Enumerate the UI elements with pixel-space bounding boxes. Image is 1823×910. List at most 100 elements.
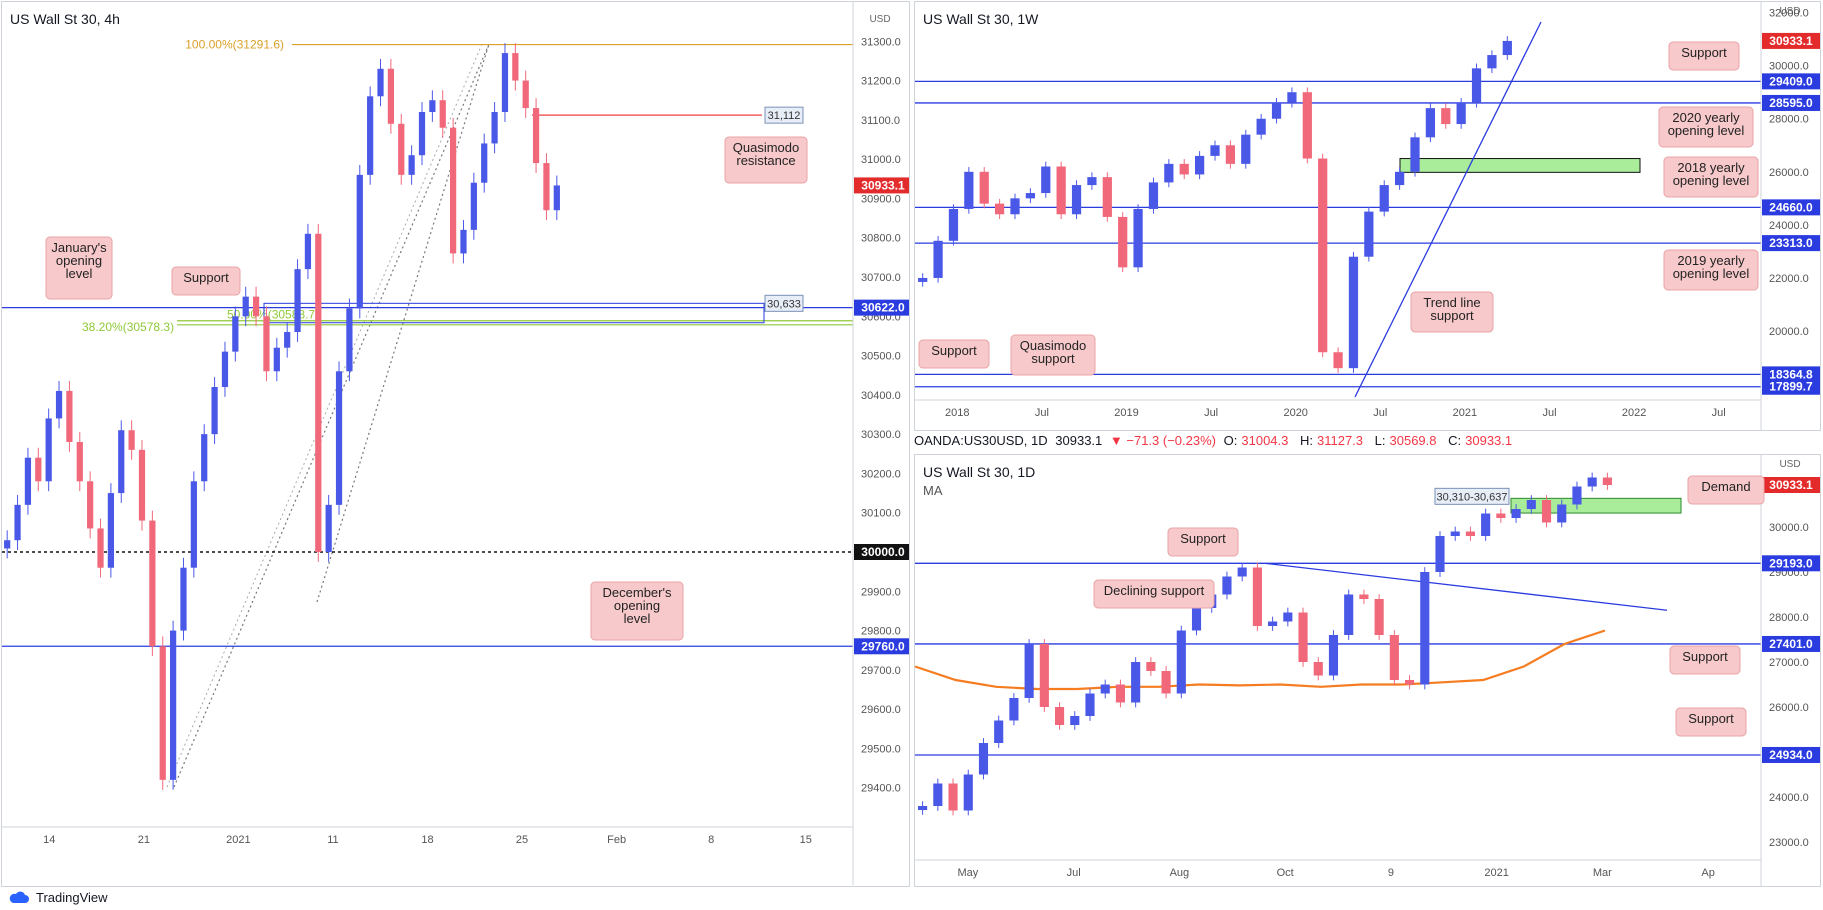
w1-candle-body: [964, 171, 974, 209]
d1-declining-support-line: [1264, 562, 1668, 611]
h4-support-box-rect: [263, 302, 765, 324]
w1-candle-body: [1041, 166, 1051, 194]
d1-price-label-1-tag: [1762, 555, 1820, 572]
w1-candle-body: [979, 171, 989, 204]
chart-title-daily: US Wall St 30, 1D: [923, 464, 1036, 480]
w1-callout-quasimodo-box: [1010, 334, 1096, 376]
h4-x-tick-label: 25: [516, 834, 528, 846]
w1-candle-body: [1302, 92, 1312, 159]
h4-candle-body: [201, 434, 208, 482]
h4-y-tick-label: 31000.0: [861, 154, 901, 166]
w1-candle-body: [933, 240, 943, 278]
w1-callout-2018-box: [1663, 156, 1759, 198]
chart-panel-4h[interactable]: USD 100.00%(31291.6) 50.00%(30588.7) 38.20%…: [1, 1, 910, 887]
chart-daily-svg[interactable]: USD30,310-30,63723000.024000.025000.0260…: [915, 455, 1820, 886]
d1-candle-body: [1115, 684, 1125, 703]
h4-callout-january-text: January's: [51, 240, 107, 255]
h4-candle-body: [481, 143, 488, 183]
d1-demand-zone-tag-text: 30,310-30,637: [1437, 491, 1508, 503]
h4-candle-body: [522, 80, 529, 109]
high-label: H:: [1300, 433, 1313, 448]
w1-candle-body: [1179, 163, 1189, 175]
h4-fib-100-label: 100.00%(31291.6): [185, 38, 284, 52]
w1-callout-trendline-text: Trend line: [1423, 295, 1480, 310]
d1-candle-body: [1313, 662, 1323, 676]
open-label: O:: [1223, 433, 1238, 448]
chart-4h-svg[interactable]: USD 100.00%(31291.6) 50.00%(30588.7) 38.20%…: [2, 2, 909, 886]
w1-callout-quasimodo-text: support: [1031, 351, 1075, 366]
h4-x-tick-label: 21: [138, 834, 150, 846]
d1-candle-body: [1191, 608, 1202, 631]
h4-support-box-tag: [764, 294, 804, 312]
w1-price-label-1-value: 29409.0: [1769, 74, 1813, 88]
tradingview-footer[interactable]: TradingView: [8, 890, 108, 905]
d1-candle-body: [1252, 567, 1262, 626]
h4-y-tick-label: 30800.0: [861, 233, 901, 245]
h4-quasimodo-resistance-tag-text: 31,112: [768, 110, 801, 122]
d1-candle-body: [1085, 693, 1095, 716]
w1-price-label-3-tag: [1762, 199, 1820, 216]
h4-candle-body: [107, 493, 114, 568]
h4-y-tick-label: 29600.0: [861, 704, 901, 716]
h4-candle-body: [408, 155, 415, 175]
w1-x-tick-label: 2019: [1114, 407, 1138, 419]
w1-candle-body: [1102, 177, 1112, 217]
h4-y-tick-label: 31200.0: [861, 76, 901, 88]
h4-y-tick-label: 31300.0: [861, 36, 901, 48]
h4-candle-body: [429, 100, 436, 112]
d1-candle-body: [1602, 477, 1612, 486]
h4-y-tick-label: 30900.0: [861, 193, 901, 205]
d1-x-tick-label: May: [957, 867, 978, 879]
d1-candle-body: [1465, 531, 1475, 536]
d1-candle-body: [1328, 635, 1339, 676]
h4-y-tick-label: 30300.0: [861, 429, 901, 441]
h4-fib-50-label: 50.00%(30588.7): [227, 308, 319, 322]
h4-price-label-0-tag: [854, 177, 909, 194]
h4-support-box-tag-text: 30,633: [767, 298, 801, 310]
ma-indicator-label: MA: [923, 483, 943, 498]
h4-callout-january-text: opening: [56, 253, 102, 268]
h4-candle-body: [55, 390, 63, 419]
chart-panel-daily[interactable]: USD30,310-30,63723000.024000.025000.0260…: [914, 454, 1821, 887]
h4-candle-body: [470, 182, 477, 230]
d1-moving-average-line: [915, 629, 1606, 691]
h4-candle-body: [149, 520, 156, 647]
w1-candle-body: [948, 208, 959, 241]
d1-candle-body: [1268, 621, 1278, 626]
w1-y-tick-label: 26000.0: [1769, 167, 1809, 179]
d1-candle-body: [1100, 684, 1110, 694]
d1-price-label-3-value: 24934.0: [1769, 748, 1813, 762]
high-value: 31127.3: [1317, 433, 1364, 448]
d1-candle-body: [1481, 513, 1491, 536]
h4-candle-body: [14, 504, 21, 541]
w1-callout-support-top-box: [1668, 41, 1740, 71]
h4-callout-support-text: Support: [183, 270, 229, 285]
d1-candle-body: [1420, 572, 1430, 685]
w1-candle-body: [1241, 134, 1251, 164]
h4-callout-december-box: [590, 581, 684, 641]
d1-price-label-2-tag: [1762, 635, 1820, 652]
chart-panel-weekly[interactable]: USD 20000.0 22000.0 24000.0 26000.0 28000.0 30…: [914, 1, 1821, 431]
h4-candle-body: [387, 68, 394, 124]
h4-y-tick-label: 31100.0: [861, 115, 900, 127]
chart-title-weekly: US Wall St 30, 1W: [923, 11, 1039, 27]
w1-price-label-2-value: 28595.0: [1769, 96, 1813, 110]
d1-price-label-0-tag: [1762, 477, 1820, 494]
w1-green-zone: [1399, 158, 1641, 173]
chart-weekly-svg[interactable]: USD 20000.0 22000.0 24000.0 26000.0 28000.0 30…: [915, 2, 1820, 430]
h4-candle-body: [263, 316, 270, 372]
w1-callout-2020-box: [1658, 106, 1754, 148]
w1-candle-body: [1195, 155, 1205, 175]
h4-x-tick-label: Feb: [607, 834, 626, 846]
d1-y-tick-label: 24000.0: [1769, 792, 1809, 804]
d1-y-tick-label: 30000.0: [1769, 522, 1809, 534]
w1-callout-2018-text: opening level: [1673, 173, 1750, 188]
d1-candle-body: [1572, 486, 1582, 505]
w1-candle-body: [1487, 55, 1497, 69]
w1-price-label-6-value: 17899.7: [1769, 380, 1813, 394]
h4-candle-body: [118, 430, 125, 494]
w1-y-tick-label: 20000.0: [1769, 326, 1809, 338]
w1-x-tick-label: 2022: [1622, 407, 1646, 419]
d1-y-tick-label: 27000.0: [1769, 657, 1809, 669]
w1-candle-body: [1271, 102, 1282, 119]
